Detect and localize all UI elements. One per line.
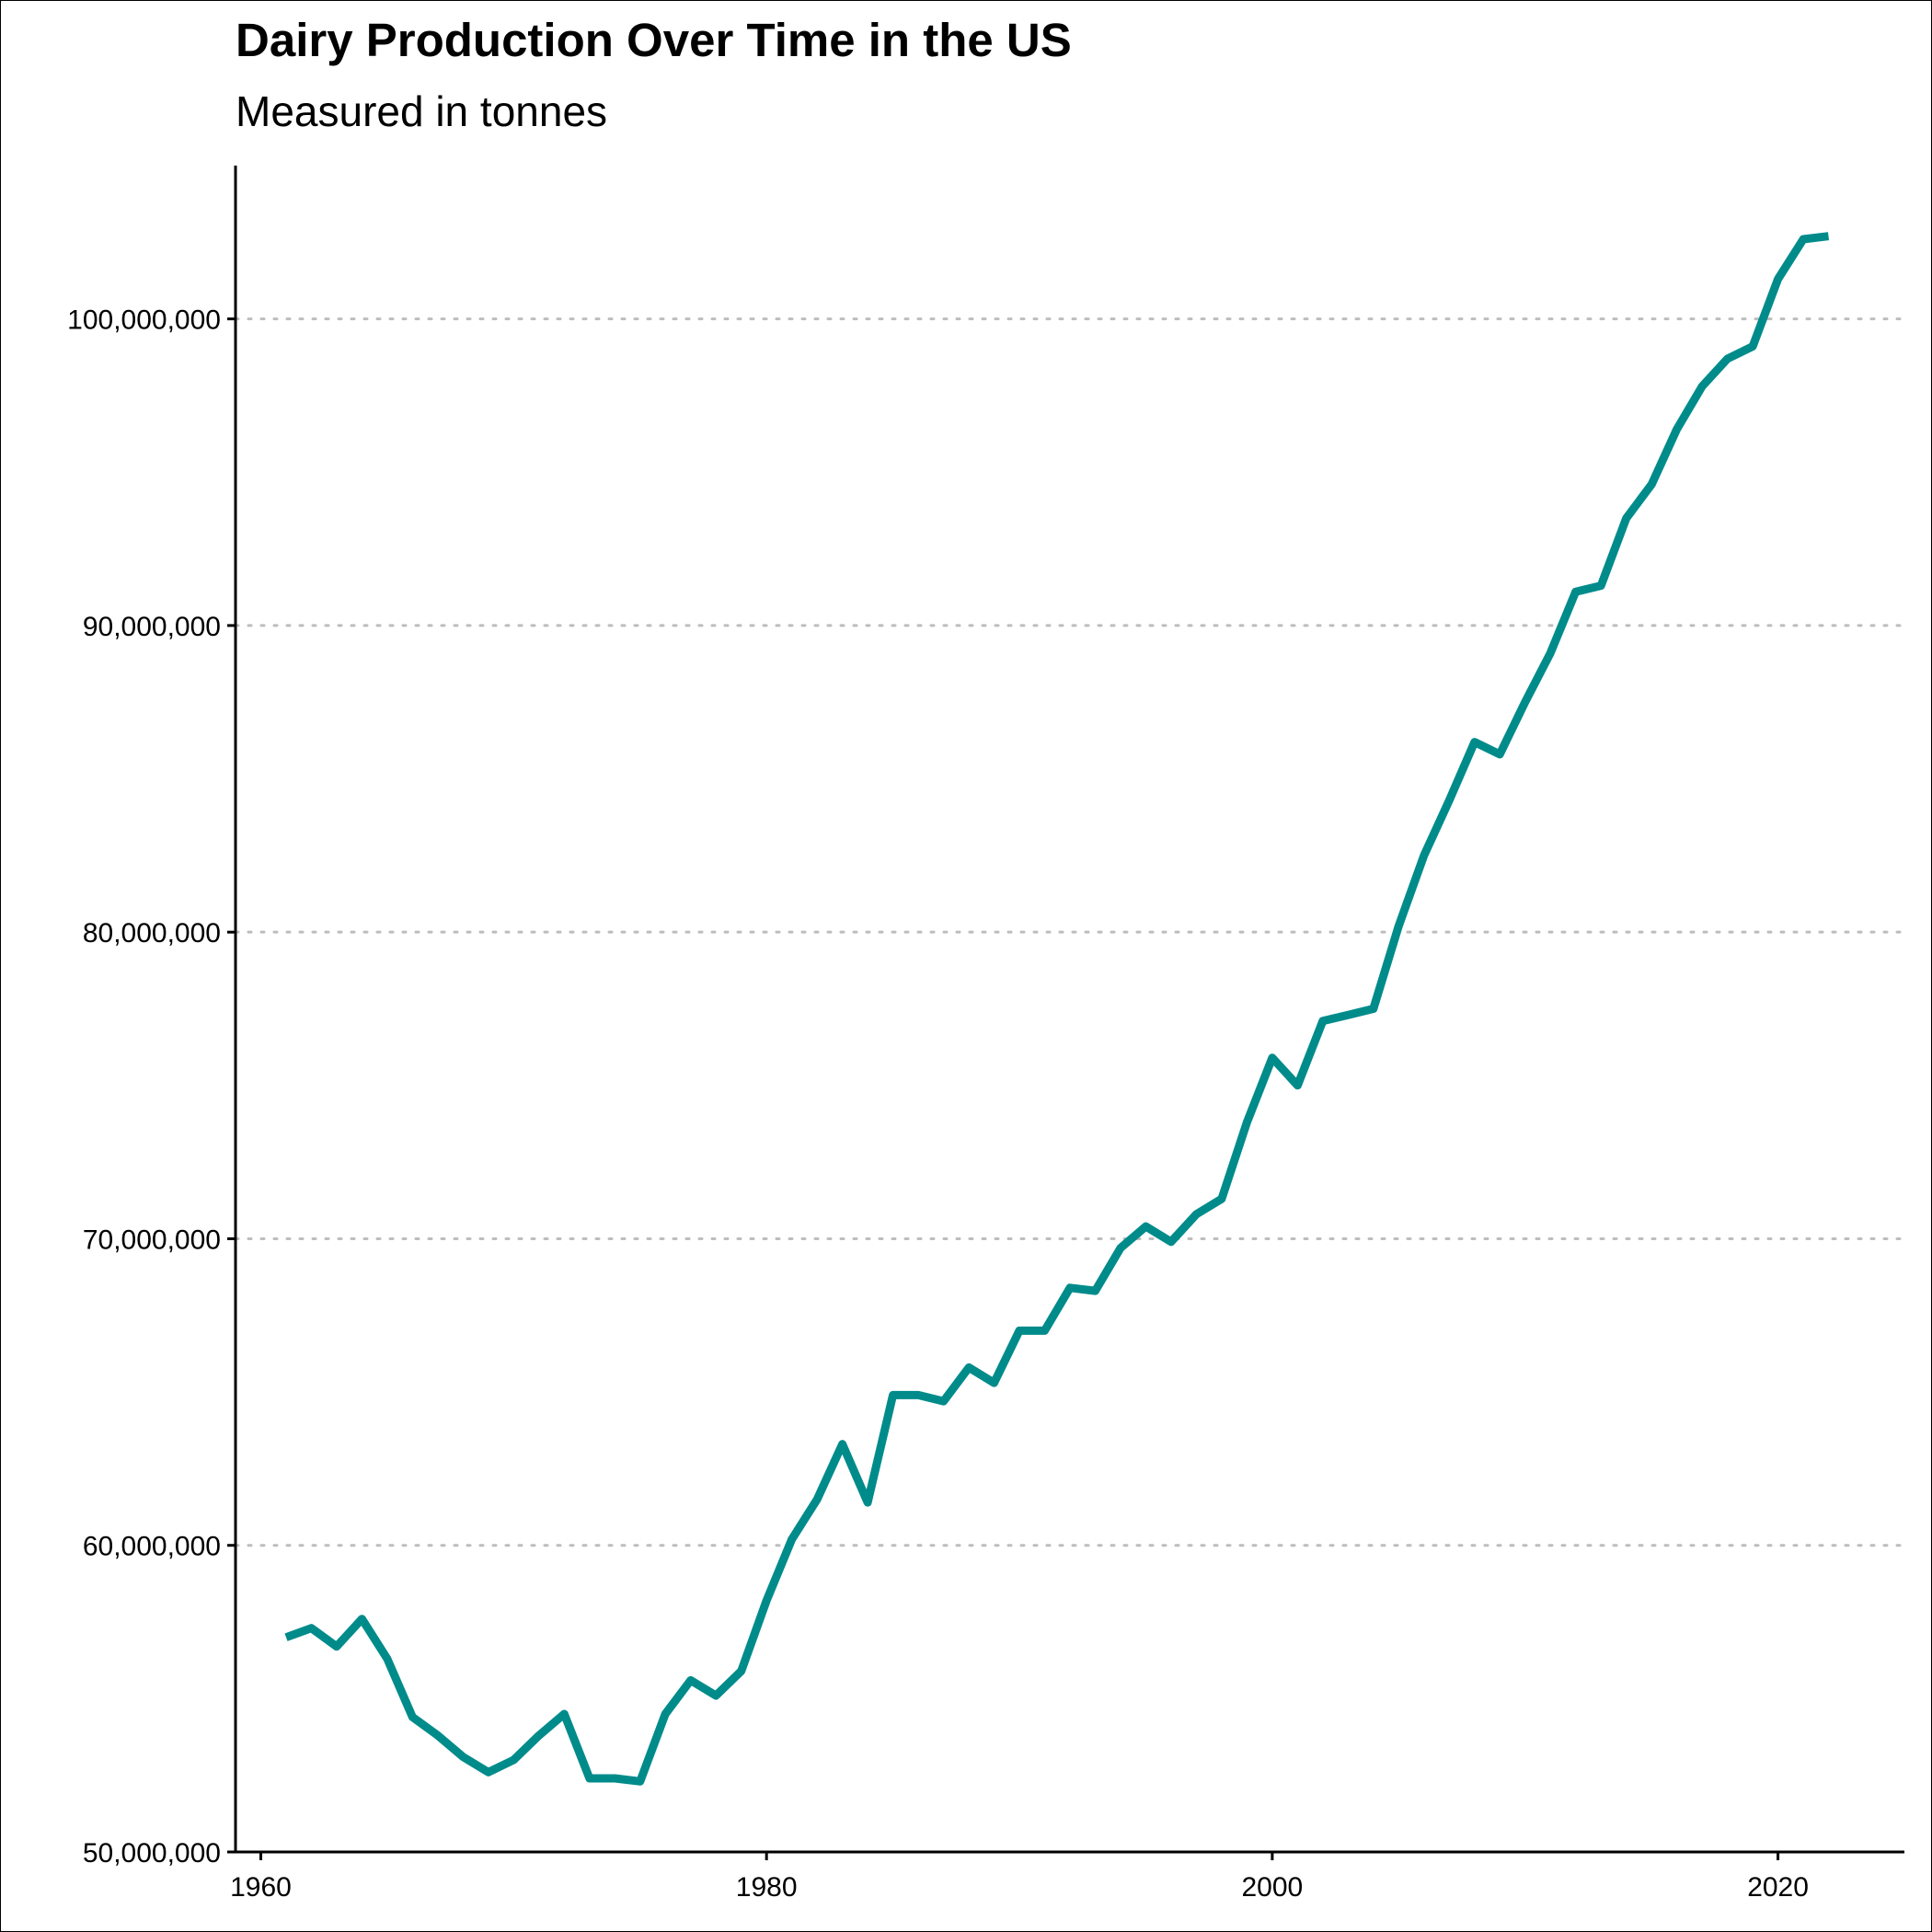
y-tick-label: 100,000,000 <box>67 305 221 336</box>
x-tick-label: 2000 <box>1242 1872 1304 1903</box>
y-tick-label: 70,000,000 <box>83 1225 221 1255</box>
gridlines <box>234 317 1906 1854</box>
chart-title: Dairy Production Over Time in the US <box>236 14 1072 66</box>
x-tick-label: 1960 <box>230 1872 292 1903</box>
y-tick-label: 60,000,000 <box>83 1532 221 1562</box>
y-tick-label: 90,000,000 <box>83 612 221 642</box>
x-axis-ticks: 1960 1980 2000 2020 <box>230 1852 1809 1903</box>
y-tick-label: 80,000,000 <box>83 918 221 949</box>
y-axis-ticks: 50,000,000 60,000,000 70,000,000 80,000,000… <box>67 305 236 1869</box>
series-line-dairy-production <box>284 232 1830 1786</box>
y-tick-label: 50,000,000 <box>83 1838 221 1869</box>
x-tick-label: 2020 <box>1747 1872 1809 1903</box>
x-tick-label: 1980 <box>736 1872 798 1903</box>
chart-subtitle: Measured in tonnes <box>236 87 608 135</box>
